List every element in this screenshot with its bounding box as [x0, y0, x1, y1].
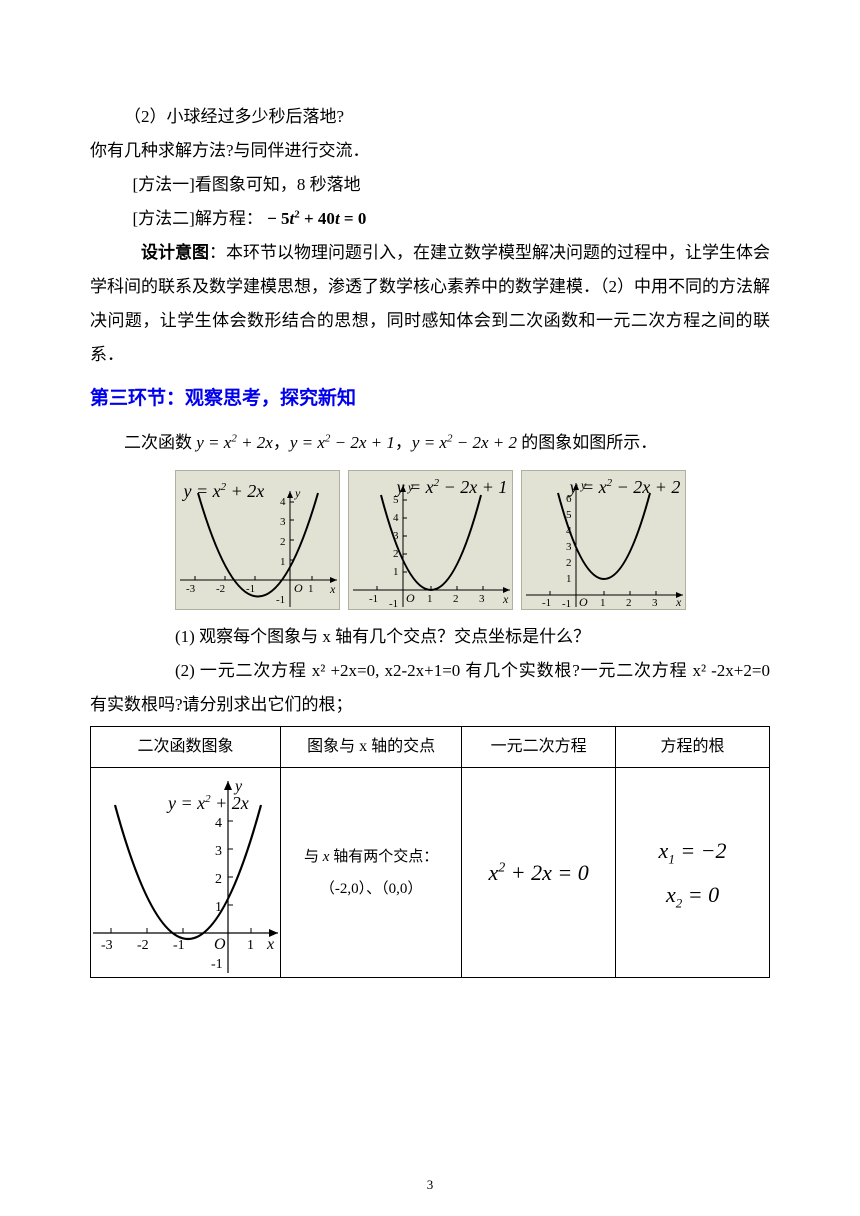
svg-text:3: 3	[652, 597, 658, 607]
svg-text:-1: -1	[173, 938, 185, 953]
question-obs-2: (2) 一元二次方程 x² +2x=0, x2-2x+1=0 有几个实数根?一元…	[90, 654, 770, 722]
svg-text:4: 4	[280, 496, 286, 508]
question-2: （2）小球经过多少秒后落地?	[90, 100, 770, 134]
th-graph: 二次函数图象	[91, 727, 281, 768]
chart-3: y = x2 − 2x + 2 y x O -1123 123456 -1	[521, 470, 686, 610]
method2-equation: − 5t2 + 40t = 0	[267, 209, 366, 228]
svg-text:O: O	[294, 581, 303, 595]
design-label: 设计意图	[141, 243, 209, 262]
svg-text:3: 3	[566, 541, 572, 553]
th-roots: 方程的根	[616, 727, 770, 768]
svg-text:x: x	[329, 582, 336, 596]
svg-text:-1: -1	[542, 597, 551, 607]
svg-text:-1: -1	[562, 598, 571, 607]
svg-text:1: 1	[308, 583, 314, 595]
th-intersect: 图象与 x 轴的交点	[281, 727, 462, 768]
svg-text:-1: -1	[389, 598, 398, 607]
svg-text:1: 1	[280, 556, 286, 568]
svg-text:x: x	[675, 595, 682, 607]
svg-text:2: 2	[453, 593, 459, 605]
svg-text:y: y	[294, 486, 301, 500]
page-number: 3	[427, 1172, 434, 1198]
cell-graph-1: y = x2 + 2x y x O -3-2-11 1234 -1	[91, 768, 281, 978]
svg-text:2: 2	[215, 872, 222, 887]
method-2: [方法二]解方程： − 5t2 + 40t = 0	[90, 202, 770, 236]
method2-label: [方法二]解方程：	[133, 209, 263, 228]
svg-text:O: O	[579, 595, 588, 607]
svg-text:5: 5	[566, 509, 572, 521]
section-3-title: 第三环节：观察思考，探究新知	[90, 380, 770, 418]
prompt-methods: 你有几种求解方法?与同伴进行交流．	[90, 134, 770, 168]
svg-text:-3: -3	[101, 938, 113, 953]
svg-text:3: 3	[479, 593, 485, 605]
cell-roots-1: x1 = −2 x2 = 0	[616, 768, 770, 978]
chart-3-title: y = x2 − 2x + 2	[570, 469, 681, 505]
table-header-row: 二次函数图象 图象与 x 轴的交点 一元二次方程 方程的根	[91, 727, 770, 768]
svg-text:3: 3	[215, 844, 222, 859]
svg-text:1: 1	[393, 566, 399, 578]
chart-2: y = x2 − 2x + 1 y x O -1123 12345 -1	[348, 470, 513, 610]
svg-text:-1: -1	[211, 957, 223, 972]
svg-text:1: 1	[427, 593, 433, 605]
svg-text:3: 3	[280, 516, 286, 528]
th-equation: 一元二次方程	[462, 727, 616, 768]
summary-table: 二次函数图象 图象与 x 轴的交点 一元二次方程 方程的根 y = x2 + 2…	[90, 726, 770, 978]
svg-text:1: 1	[566, 573, 572, 585]
chart-2-title: y = x2 − 2x + 1	[397, 469, 508, 505]
svg-text:-1: -1	[276, 594, 285, 606]
svg-text:1: 1	[600, 597, 606, 607]
svg-text:O: O	[214, 936, 226, 953]
svg-text:-2: -2	[216, 583, 225, 595]
question-obs-1: (1) 观察每个图象与 x 轴有几个交点？交点坐标是什么？	[90, 620, 770, 654]
svg-text:x: x	[502, 592, 509, 606]
svg-text:-2: -2	[137, 938, 149, 953]
chart-1-title: y = x2 + 2x	[184, 473, 265, 509]
cell-equation-1: x2 + 2x = 0	[462, 768, 616, 978]
function-intro: 二次函数 y = x2 + 2x，y = x2 − 2x + 1，y = x2 …	[90, 426, 770, 460]
chart-1: y = x2 + 2x y x O -3-2-11 1234 -1	[175, 470, 340, 610]
svg-text:4: 4	[393, 512, 399, 524]
svg-text:1: 1	[247, 938, 254, 953]
design-intent: 设计意图：本环节以物理问题引入，在建立数学模型解决问题的过程中，让学生体会学科间…	[90, 236, 770, 372]
svg-text:-1: -1	[369, 593, 378, 605]
cell-intersect-1: 与 x 轴有两个交点： （-2,0）、（0,0）	[281, 768, 462, 978]
svg-text:2: 2	[626, 597, 632, 607]
svg-text:2: 2	[566, 557, 572, 569]
charts-row: y = x2 + 2x y x O -3 -2 -1 1 1 2 3 4 -1 y = x2…	[90, 470, 770, 610]
svg-text:x: x	[266, 936, 274, 953]
svg-text:2: 2	[280, 536, 286, 548]
svg-text:O: O	[406, 591, 415, 605]
table-row: y = x2 + 2x y x O -3-2-11 1234 -1	[91, 768, 770, 978]
svg-text:-3: -3	[186, 583, 196, 595]
cell-graph-1-title: y = x2 + 2x	[168, 785, 249, 821]
method-1: [方法一]看图象可知，8 秒落地	[90, 168, 770, 202]
